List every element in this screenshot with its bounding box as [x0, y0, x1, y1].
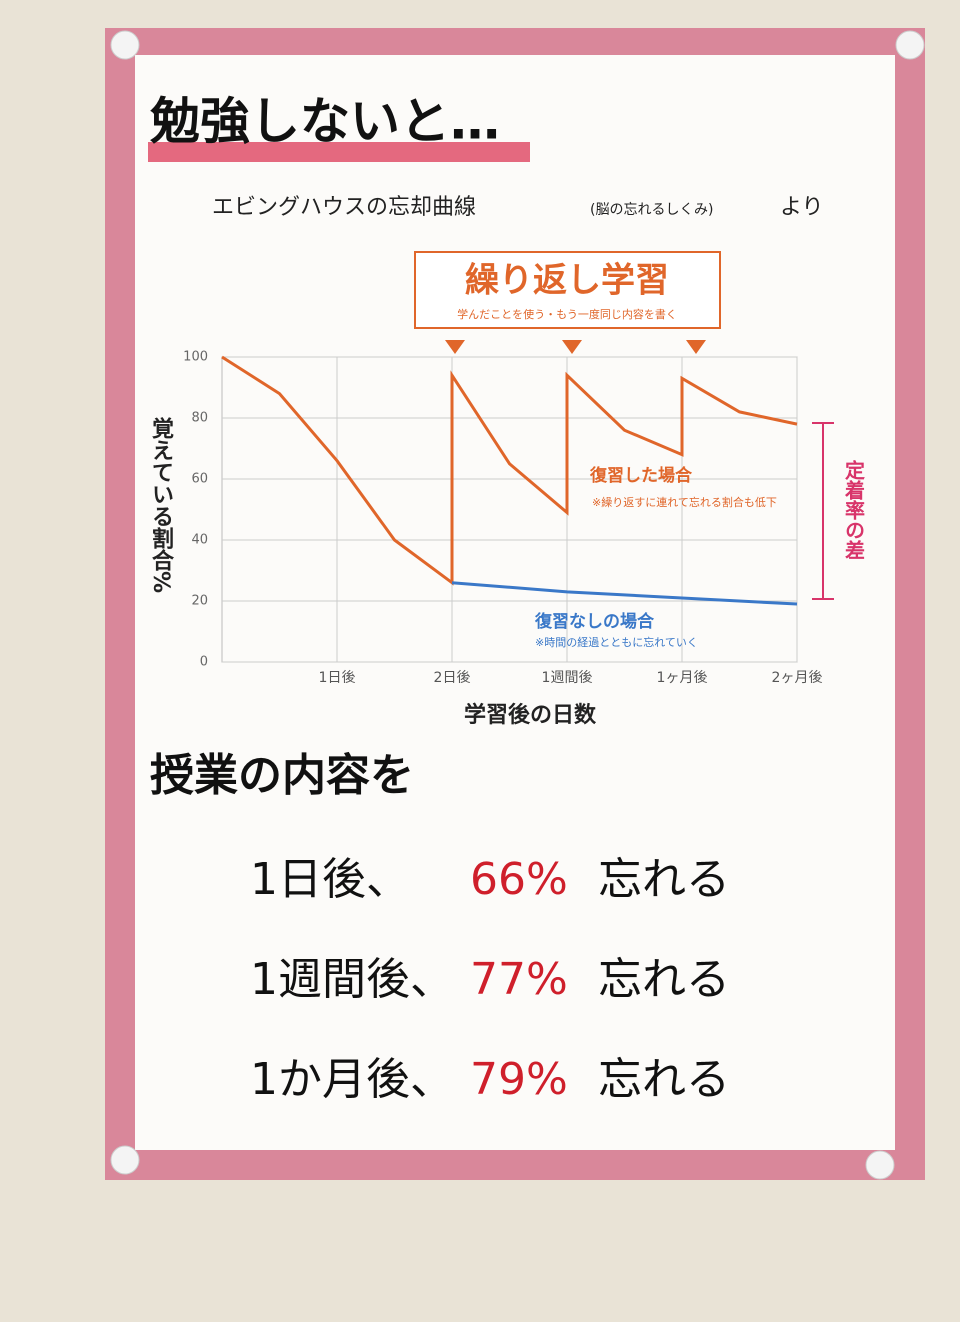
y-axis-label: 覚えている割合%	[148, 416, 174, 593]
line	[451, 581, 798, 606]
y-tick-label: 0	[200, 655, 208, 670]
callout-arrows	[445, 340, 706, 354]
y-tick-label: 20	[191, 594, 208, 609]
x-tick-label: 1日後	[319, 670, 356, 686]
x-tick-label: 2ヶ月後	[772, 670, 823, 686]
subtitle: エビングハウスの忘却曲線	[212, 195, 476, 220]
line	[221, 355, 798, 586]
x-tick-label: 2日後	[434, 670, 471, 686]
subtitle-note: (脳の忘れるしくみ)	[590, 202, 713, 218]
line-suffix: 忘れる	[598, 854, 730, 905]
line-percent: 66%	[470, 854, 568, 905]
pin	[895, 30, 925, 60]
line-prefix: 1週間後、	[250, 954, 454, 1005]
title: 勉強しないと…	[150, 93, 500, 151]
line-suffix: 忘れる	[598, 954, 730, 1005]
series-label: 復習した場合	[589, 465, 693, 486]
lead: 授業の内容を	[150, 750, 414, 801]
series-note: ※繰り返すに連れて忘れる割合も低下	[592, 495, 777, 509]
y-tick-label: 40	[191, 533, 208, 548]
line-percent: 79%	[470, 1054, 568, 1105]
callout-box	[414, 251, 721, 329]
callout-title: 繰り返し学習	[465, 261, 669, 301]
difference-bracket	[812, 422, 834, 600]
pin	[110, 30, 140, 60]
y-tick-label: 80	[191, 411, 208, 426]
subtitle-end: より	[780, 195, 824, 220]
line-prefix: 1か月後、	[250, 1054, 454, 1105]
line-suffix: 忘れる	[598, 1054, 730, 1105]
pin	[110, 1145, 140, 1175]
title-underline	[148, 142, 530, 162]
line-percent: 77%	[470, 954, 568, 1005]
line-prefix: 1日後、	[250, 854, 410, 905]
x-axis-label: 学習後の日数	[464, 702, 597, 728]
x-tick-label: 1ヶ月後	[657, 670, 708, 686]
series-label: 復習なしの場合	[534, 611, 655, 632]
y-tick-label: 100	[183, 350, 208, 365]
callout-text: 学んだことを使う・もう一度同じ内容を書く	[457, 307, 677, 321]
y-tick-label: 60	[191, 472, 208, 487]
pin	[865, 1150, 895, 1180]
difference-label: 定着率の差	[842, 459, 866, 560]
series-note: ※時間の経過とともに忘れていく	[535, 635, 698, 649]
x-tick-label: 1週間後	[542, 670, 593, 686]
